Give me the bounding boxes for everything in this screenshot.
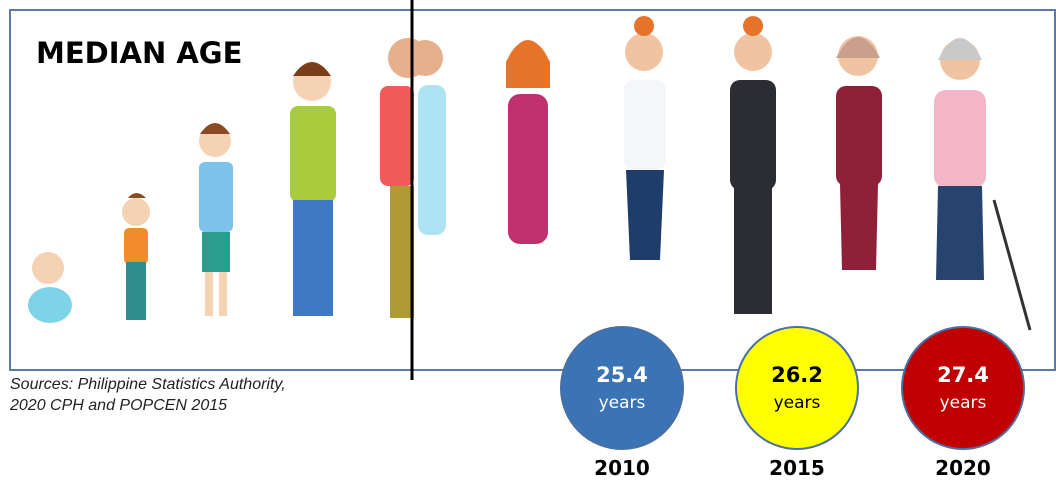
median-value: 25.4	[596, 363, 648, 387]
median-circle: 25.4 years	[560, 326, 684, 450]
median-circle: 26.2 years	[735, 326, 859, 450]
median-value: 27.4	[937, 363, 989, 387]
heading: MEDIAN AGE	[36, 36, 243, 70]
people	[28, 16, 1032, 331]
year-label: 2010	[594, 456, 650, 480]
source-line: Sources: Philippine Statistics Authority…	[10, 376, 286, 393]
year-label: 2015	[769, 456, 825, 480]
median-value: 26.2	[771, 363, 823, 387]
year-label: 2020	[935, 456, 991, 480]
median-unit: years	[773, 393, 821, 413]
sources: Sources: Philippine Statistics Authority…	[10, 374, 286, 416]
median-circle: 27.4 years	[901, 326, 1025, 450]
median-unit: years	[939, 393, 987, 413]
median-unit: years	[598, 393, 646, 413]
source-line: 2020 CPH and POPCEN 2015	[10, 397, 228, 414]
